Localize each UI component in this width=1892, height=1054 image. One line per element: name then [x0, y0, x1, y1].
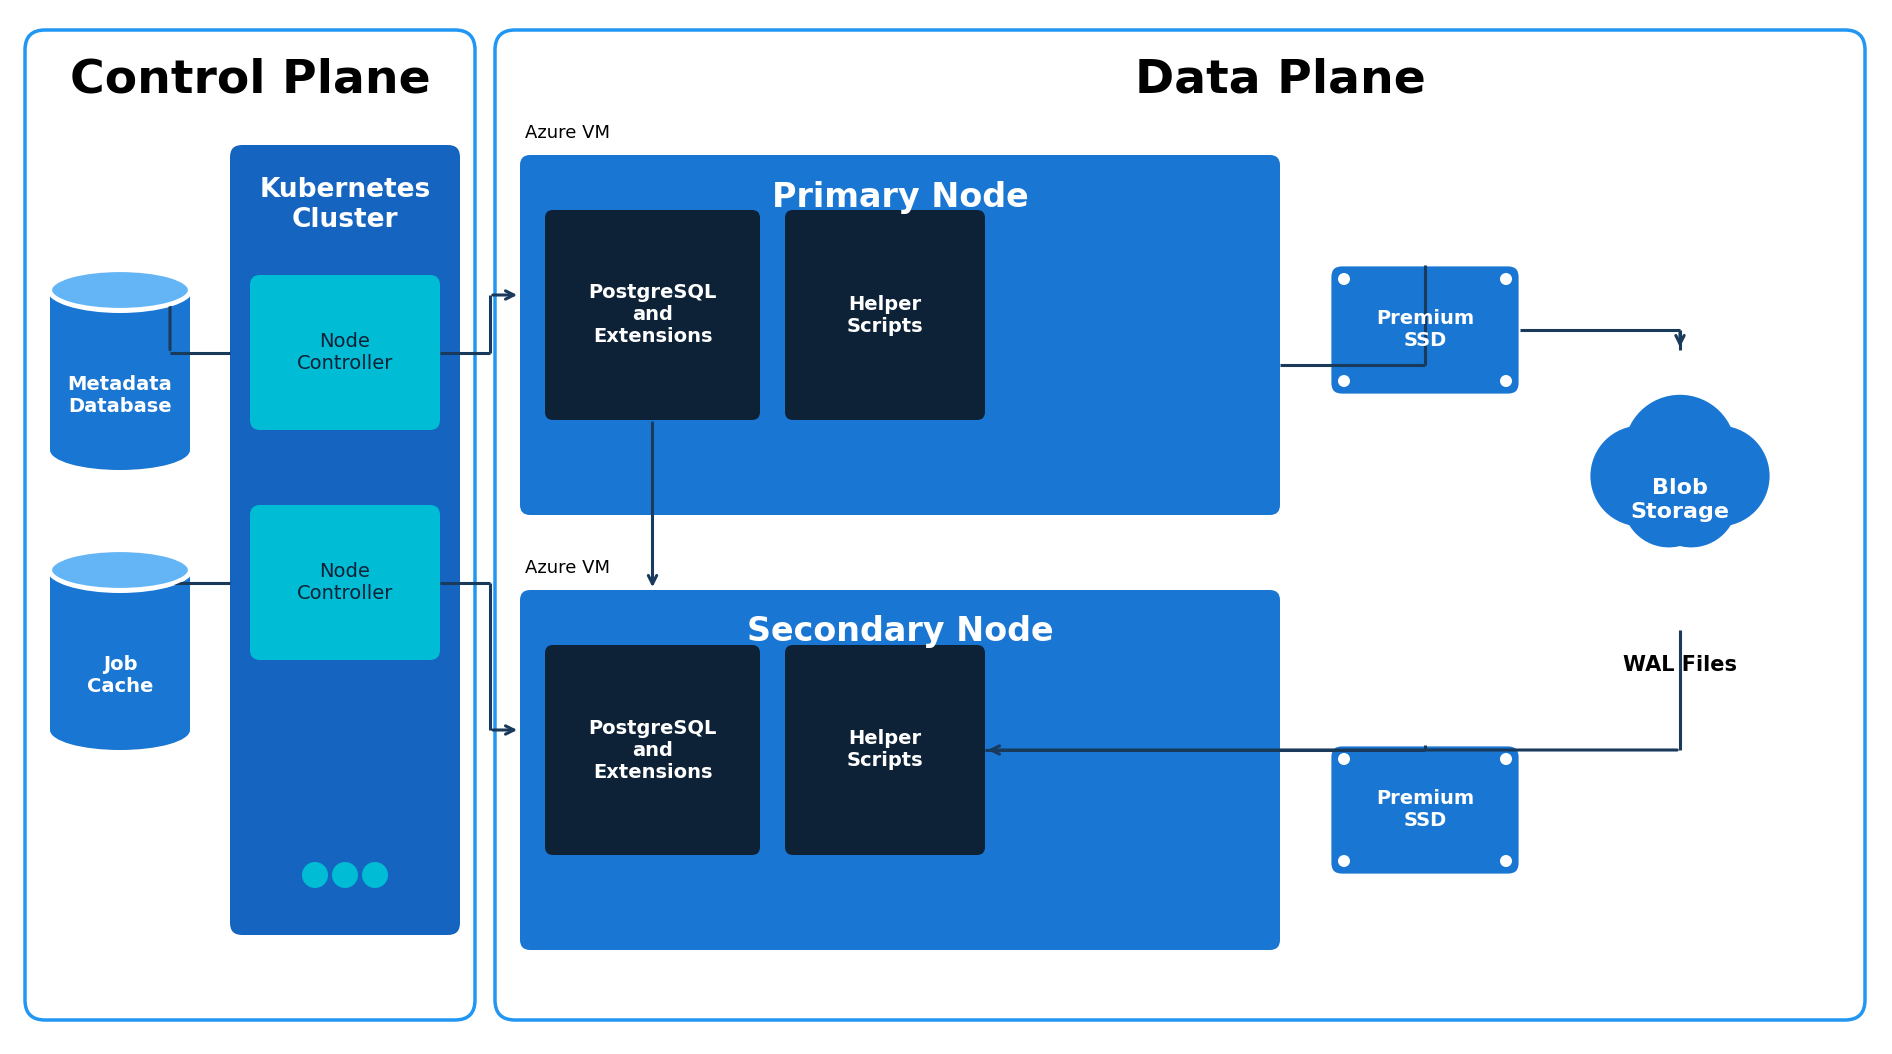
FancyBboxPatch shape [250, 275, 441, 430]
Circle shape [303, 862, 327, 889]
Text: Job
Cache: Job Cache [87, 655, 153, 696]
FancyBboxPatch shape [1330, 745, 1519, 875]
Circle shape [1669, 426, 1769, 526]
Circle shape [361, 862, 388, 889]
Text: Azure VM: Azure VM [524, 559, 609, 577]
Ellipse shape [49, 430, 189, 470]
FancyBboxPatch shape [545, 645, 761, 855]
Circle shape [1500, 273, 1512, 285]
FancyBboxPatch shape [231, 145, 460, 935]
Circle shape [1500, 753, 1512, 765]
Text: Data Plane: Data Plane [1135, 58, 1425, 102]
Circle shape [1500, 855, 1512, 867]
Ellipse shape [47, 267, 193, 313]
FancyBboxPatch shape [785, 645, 986, 855]
Ellipse shape [49, 550, 189, 590]
FancyBboxPatch shape [520, 590, 1281, 950]
Circle shape [1338, 753, 1351, 765]
Text: Blob
Storage: Blob Storage [1631, 479, 1729, 522]
Ellipse shape [49, 710, 189, 750]
Circle shape [1623, 395, 1737, 507]
Ellipse shape [49, 270, 189, 310]
Bar [49, 570, 189, 730]
Text: Control Plane: Control Plane [70, 58, 429, 102]
Circle shape [1640, 468, 1720, 546]
Ellipse shape [47, 547, 193, 593]
Text: PostgreSQL
and
Extensions: PostgreSQL and Extensions [588, 719, 717, 781]
FancyBboxPatch shape [25, 30, 475, 1020]
Text: Azure VM: Azure VM [524, 124, 609, 142]
FancyBboxPatch shape [250, 505, 441, 660]
Text: Premium
SSD: Premium SSD [1375, 789, 1474, 831]
Circle shape [1644, 455, 1737, 547]
Text: Node
Controller: Node Controller [297, 332, 394, 373]
Circle shape [1623, 455, 1714, 547]
Bar [49, 290, 189, 450]
Circle shape [1338, 273, 1351, 285]
Text: Secondary Node: Secondary Node [747, 616, 1054, 648]
FancyBboxPatch shape [496, 30, 1866, 1020]
Circle shape [1338, 375, 1351, 387]
FancyBboxPatch shape [520, 155, 1281, 515]
FancyBboxPatch shape [1330, 265, 1519, 395]
Circle shape [331, 862, 358, 889]
FancyBboxPatch shape [785, 210, 986, 419]
Text: Kubernetes
Cluster: Kubernetes Cluster [259, 177, 431, 233]
Text: Premium
SSD: Premium SSD [1375, 310, 1474, 351]
Text: Metadata
Database: Metadata Database [68, 374, 172, 415]
Circle shape [1500, 375, 1512, 387]
Text: PostgreSQL
and
Extensions: PostgreSQL and Extensions [588, 284, 717, 347]
Text: Helper
Scripts: Helper Scripts [848, 729, 923, 770]
FancyBboxPatch shape [545, 210, 761, 419]
Text: WAL Files: WAL Files [1623, 655, 1737, 675]
Circle shape [1591, 426, 1691, 526]
Circle shape [1338, 855, 1351, 867]
Text: Helper
Scripts: Helper Scripts [848, 294, 923, 335]
Text: Node
Controller: Node Controller [297, 562, 394, 603]
Text: Primary Node: Primary Node [772, 180, 1029, 214]
